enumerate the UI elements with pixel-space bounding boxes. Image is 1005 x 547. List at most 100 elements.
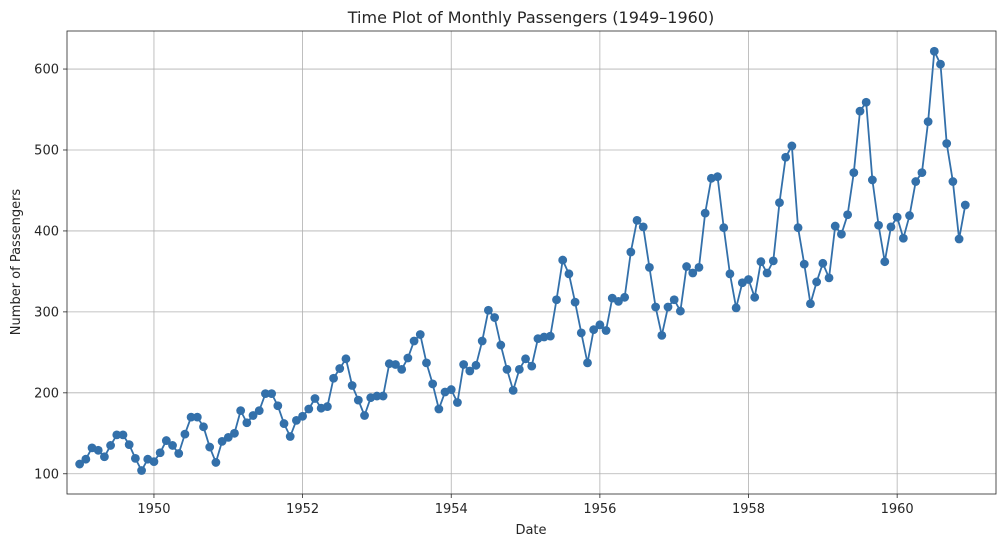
data-point	[174, 449, 184, 458]
data-point	[576, 328, 586, 338]
data-point	[254, 406, 264, 416]
data-point	[508, 385, 518, 395]
data-point	[657, 330, 667, 340]
data-point	[545, 331, 555, 341]
data-point	[954, 234, 964, 244]
data-point	[564, 269, 574, 279]
data-point	[100, 452, 109, 462]
data-point	[527, 361, 537, 371]
data-point	[353, 395, 363, 405]
data-point	[719, 223, 729, 233]
series-line	[79, 50, 967, 472]
y-tick-label: 500	[34, 143, 59, 158]
data-point	[626, 247, 636, 257]
data-point	[793, 223, 803, 233]
data-point	[372, 391, 382, 401]
x-tick-label: 1952	[286, 502, 319, 517]
y-tick-label: 100	[34, 467, 59, 482]
y-tick-label: 400	[34, 224, 59, 239]
data-point	[186, 412, 196, 422]
plot-frame	[66, 30, 997, 495]
data-point	[391, 360, 400, 369]
data-point	[304, 404, 314, 414]
data-point	[806, 299, 815, 309]
y-axis-label: Number of Passengers	[9, 189, 24, 336]
data-point	[112, 430, 122, 440]
data-point	[725, 269, 735, 279]
data-point	[329, 373, 338, 383]
data-point	[799, 259, 809, 269]
data-point	[428, 379, 438, 389]
data-point	[415, 330, 425, 339]
data-point	[502, 364, 512, 374]
data-point	[762, 268, 772, 278]
data-point	[948, 177, 958, 186]
data-point	[397, 364, 407, 374]
data-point	[620, 292, 630, 302]
data-point	[713, 172, 722, 182]
data-point	[81, 454, 91, 464]
data-point	[149, 457, 159, 467]
data-point	[861, 97, 871, 107]
data-point	[905, 211, 914, 220]
data-point	[694, 262, 704, 272]
data-point	[267, 389, 277, 399]
data-point	[886, 222, 896, 232]
data-point	[514, 364, 524, 374]
data-point	[849, 168, 859, 178]
data-point	[118, 430, 128, 440]
data-point	[199, 422, 208, 432]
data-point	[155, 448, 165, 458]
data-point	[756, 257, 766, 267]
data-point	[483, 305, 493, 315]
data-point	[669, 295, 679, 305]
y-axis: 100 200 300 400 500 600	[34, 63, 67, 482]
x-tick-label: 1958	[732, 502, 765, 517]
data-point	[471, 360, 481, 370]
data-point	[818, 258, 828, 268]
x-tick-label: 1950	[137, 502, 170, 517]
data-point	[867, 175, 877, 185]
data-point	[180, 429, 190, 439]
data-point	[205, 442, 215, 452]
data-point	[168, 441, 177, 450]
data-point	[936, 59, 945, 69]
data-point	[459, 360, 469, 369]
y-tick-label: 200	[34, 386, 59, 401]
data-point	[632, 216, 642, 225]
y-tick-label: 600	[34, 63, 59, 78]
data-point	[663, 302, 673, 312]
chart-title: Time Plot of Monthly Passengers (1949–19…	[347, 8, 714, 27]
data-point	[434, 404, 444, 414]
data-point	[137, 466, 146, 475]
data-point	[583, 358, 592, 368]
data-point	[521, 354, 530, 364]
data-point	[775, 198, 784, 208]
data-point	[601, 326, 611, 335]
data-point	[161, 436, 171, 445]
x-tick-label: 1956	[583, 502, 616, 517]
data-point	[403, 353, 413, 363]
data-point	[465, 366, 475, 376]
data-point	[675, 306, 685, 316]
data-point	[279, 419, 289, 428]
data-point	[960, 200, 970, 210]
data-point	[422, 358, 431, 368]
data-point	[322, 402, 332, 411]
data-point	[781, 152, 791, 162]
data-point	[285, 432, 295, 441]
data-point	[341, 354, 351, 364]
data-point	[929, 46, 939, 56]
data-point	[409, 336, 419, 346]
data-point	[768, 256, 778, 266]
data-point	[248, 411, 258, 420]
data-point	[750, 292, 760, 302]
data-point	[273, 401, 283, 411]
data-point	[651, 302, 661, 312]
data-point	[645, 262, 654, 272]
data-point	[453, 398, 462, 407]
data-point	[106, 441, 115, 450]
data-point	[192, 412, 202, 422]
data-point	[638, 222, 648, 232]
